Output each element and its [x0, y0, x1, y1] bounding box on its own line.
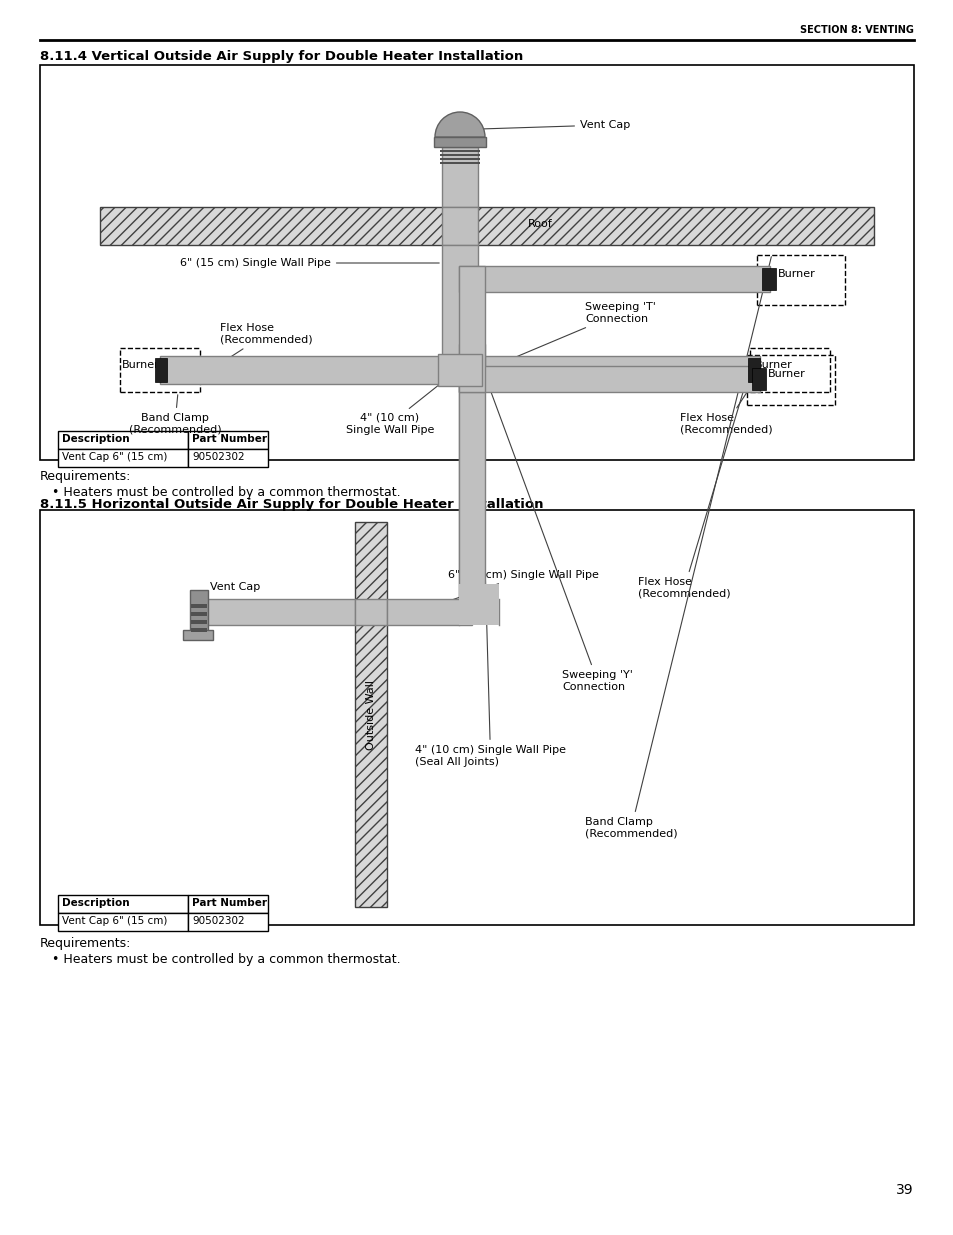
Text: 8.11.4 Vertical Outside Air Supply for Double Heater Installation: 8.11.4 Vertical Outside Air Supply for D…: [40, 49, 522, 63]
Text: Vent Cap 6" (15 cm): Vent Cap 6" (15 cm): [62, 452, 167, 462]
Bar: [439, 153, 479, 156]
Bar: [458, 266, 484, 391]
Bar: [205, 599, 355, 625]
Text: Requirements:: Requirements:: [40, 471, 132, 483]
Text: Flex Hose
(Recommended): Flex Hose (Recommended): [679, 383, 772, 435]
Text: • Heaters must be controlled by a common thermostat.: • Heaters must be controlled by a common…: [52, 953, 400, 966]
Bar: [191, 604, 207, 608]
Text: Description: Description: [62, 433, 130, 445]
Text: Vent Cap: Vent Cap: [210, 582, 260, 592]
Bar: [751, 368, 765, 390]
Text: Band Clamp
(Recommended): Band Clamp (Recommended): [584, 257, 771, 839]
Text: Burner: Burner: [122, 359, 159, 370]
Text: Roof: Roof: [527, 219, 552, 228]
Bar: [355, 522, 387, 906]
Text: Outside Wall: Outside Wall: [366, 679, 375, 750]
Bar: [458, 366, 760, 391]
Bar: [439, 162, 479, 164]
Bar: [191, 620, 207, 624]
Bar: [761, 268, 775, 290]
Text: 4" (10 cm)
Single Wall Pipe: 4" (10 cm) Single Wall Pipe: [345, 385, 437, 435]
Bar: [160, 356, 459, 384]
Bar: [100, 207, 873, 245]
Text: Requirements:: Requirements:: [40, 937, 132, 950]
Bar: [458, 345, 484, 599]
Text: Part Number: Part Number: [192, 898, 267, 908]
Bar: [458, 584, 498, 625]
Bar: [188, 450, 268, 467]
Text: Description: Description: [62, 898, 130, 908]
Text: 90502302: 90502302: [192, 916, 244, 926]
Text: Burner: Burner: [754, 359, 792, 370]
Text: Vent Cap: Vent Cap: [482, 120, 630, 130]
Bar: [188, 913, 268, 931]
Bar: [58, 913, 188, 931]
Bar: [747, 358, 760, 382]
Wedge shape: [435, 112, 484, 137]
Text: 8.11.5 Horizontal Outside Air Supply for Double Heater Installation: 8.11.5 Horizontal Outside Air Supply for…: [40, 498, 543, 511]
Bar: [188, 895, 268, 913]
Text: Part Number: Part Number: [192, 433, 267, 445]
Text: Sweeping 'T'
Connection: Sweeping 'T' Connection: [487, 303, 655, 369]
Bar: [437, 354, 481, 387]
Bar: [40, 65, 913, 459]
Text: Vent Cap 6" (15 cm): Vent Cap 6" (15 cm): [62, 916, 167, 926]
Bar: [58, 450, 188, 467]
Text: 6" (15 cm) Single Wall Pipe: 6" (15 cm) Single Wall Pipe: [180, 258, 438, 268]
Text: Sweeping 'Y'
Connection: Sweeping 'Y' Connection: [477, 357, 632, 692]
Bar: [58, 431, 188, 450]
Text: Burner: Burner: [767, 369, 805, 379]
Text: • Heaters must be controlled by a common thermostat.: • Heaters must be controlled by a common…: [52, 487, 400, 499]
Bar: [441, 147, 477, 207]
Bar: [434, 137, 485, 147]
Bar: [439, 158, 479, 161]
Bar: [40, 510, 913, 925]
Text: Band Clamp
(Recommended): Band Clamp (Recommended): [129, 395, 221, 435]
Bar: [458, 266, 769, 291]
Text: 4" (10 cm) Single Wall Pipe
(Seal All Joints): 4" (10 cm) Single Wall Pipe (Seal All Jo…: [415, 287, 565, 767]
Text: Flex Hose
(Recommended): Flex Hose (Recommended): [197, 324, 313, 378]
Bar: [477, 356, 760, 384]
Bar: [191, 629, 207, 632]
Text: Flex Hose
(Recommended): Flex Hose (Recommended): [638, 382, 745, 599]
Text: 6" (15 cm) Single Wall Pipe: 6" (15 cm) Single Wall Pipe: [382, 571, 598, 624]
Bar: [188, 431, 268, 450]
Bar: [183, 630, 213, 640]
Bar: [439, 149, 479, 152]
Bar: [387, 599, 472, 625]
Bar: [58, 895, 188, 913]
Bar: [441, 207, 477, 245]
Bar: [355, 599, 387, 625]
Text: SECTION 8: VENTING: SECTION 8: VENTING: [800, 25, 913, 35]
Bar: [191, 613, 207, 616]
Bar: [441, 245, 477, 384]
Text: Burner: Burner: [778, 269, 815, 279]
Text: 39: 39: [896, 1183, 913, 1197]
Bar: [154, 358, 167, 382]
Bar: [190, 590, 208, 634]
Text: 90502302: 90502302: [192, 452, 244, 462]
